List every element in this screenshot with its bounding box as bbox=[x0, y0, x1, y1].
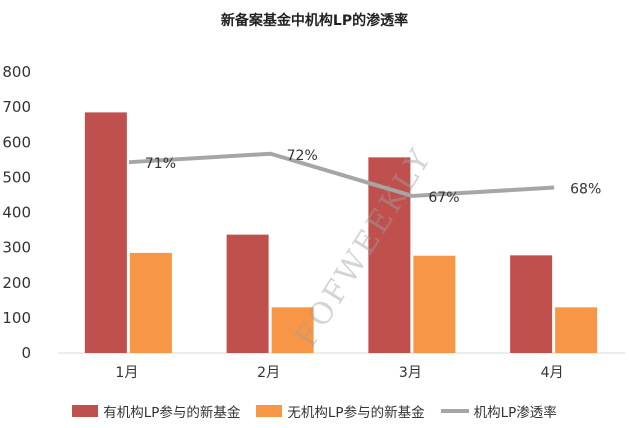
bar-series-2 bbox=[555, 307, 598, 353]
data-label-series-3: 72% bbox=[287, 148, 318, 164]
bar-series-2 bbox=[413, 255, 456, 353]
legend-item-series-2: 无机构LP参与的新基金 bbox=[256, 401, 425, 421]
y-tick-label: 500 bbox=[2, 168, 31, 186]
x-tick-label: 3月 bbox=[399, 365, 422, 381]
legend-label-series-1: 有机构LP参与的新基金 bbox=[103, 405, 241, 421]
x-tick-label: 4月 bbox=[541, 365, 564, 381]
data-label-series-3: 68% bbox=[570, 182, 601, 198]
y-tick-label: 400 bbox=[2, 204, 31, 222]
chart-title: 新备案基金中机构LP的渗透率 bbox=[220, 13, 409, 29]
legend-swatch-series-3 bbox=[440, 409, 469, 413]
legend-swatch-series-1 bbox=[72, 405, 99, 417]
y-tick-label: 700 bbox=[2, 98, 31, 116]
legend-label-series-2: 无机构LP参与的新基金 bbox=[287, 405, 425, 421]
bar-series-1 bbox=[84, 112, 127, 353]
y-tick-label: 800 bbox=[2, 63, 31, 81]
bar-series-1 bbox=[510, 255, 553, 353]
legend-swatch-series-2 bbox=[256, 405, 283, 417]
legend-label-series-3: 机构LP渗透率 bbox=[473, 405, 557, 421]
legend: 有机构LP参与的新基金 无机构LP参与的新基金 机构LP渗透率 bbox=[0, 400, 629, 422]
x-tick-label: 1月 bbox=[115, 365, 138, 381]
bar-series-1 bbox=[226, 234, 269, 353]
legend-item-series-3: 机构LP渗透率 bbox=[440, 401, 557, 421]
data-label-series-3: 71% bbox=[145, 156, 176, 172]
y-tick-label: 200 bbox=[2, 274, 31, 292]
y-tick-label: 300 bbox=[2, 239, 31, 257]
line-series-3 bbox=[128, 151, 555, 198]
x-tick-label: 2月 bbox=[257, 365, 280, 381]
data-label-series-3: 67% bbox=[428, 190, 459, 206]
legend-item-series-1: 有机构LP参与的新基金 bbox=[72, 401, 240, 421]
bar-series-2 bbox=[129, 252, 172, 353]
y-tick-label: 0 bbox=[21, 344, 31, 362]
bar-series-2 bbox=[271, 307, 314, 353]
y-tick-label: 600 bbox=[2, 133, 31, 151]
y-tick-label: 100 bbox=[2, 309, 31, 327]
